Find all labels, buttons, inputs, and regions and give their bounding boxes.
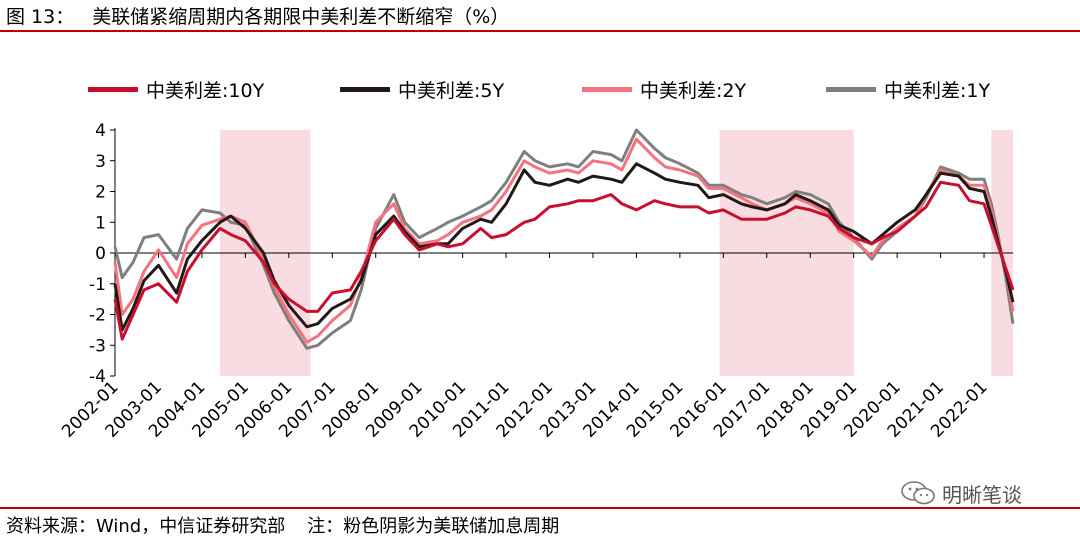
legend-label: 中美利差:1Y [884,79,991,102]
y-axis-ticks: -4 -3 -2 -1 0 1 2 3 4 [89,121,115,387]
figure-title-line: 图 13： 美联储紧缩周期内各期限中美利差不断缩窄（%） [6,2,509,29]
source-text: 资料来源：Wind，中信证券研究部 [6,516,286,537]
y-tick-label: -1 [89,275,106,295]
note-text: 注：粉色阴影为美联储加息周期 [307,516,560,537]
y-tick-label: 0 [95,244,106,264]
legend-item: 中美利差:2Y [582,76,746,102]
legend-item: 中美利差:1Y [826,76,990,102]
legend-swatch [826,86,876,92]
y-tick-label: -4 [89,367,106,387]
legend-label: 中美利差:2Y [640,79,747,102]
legend-label: 中美利差:5Y [398,79,505,102]
y-tick-label: 3 [95,152,106,172]
y-tick-label: -2 [89,306,106,326]
series-lines [113,128,1015,350]
chart-title: 美联储紧缩周期内各期限中美利差不断缩窄（%） [92,6,510,28]
legend-item: 中美利差:10Y [88,76,264,102]
y-tick-label: 4 [95,121,106,141]
series-line-1 [113,180,1015,341]
legend-swatch [88,86,138,92]
legend-swatch [340,86,390,92]
title-divider [0,30,1080,32]
y-tick-label: 1 [95,213,106,233]
watermark: 明晰笔谈 [900,478,1022,508]
legend-label: 中美利差:10Y [146,79,265,102]
wechat-icon [901,481,935,505]
y-tick-label: 2 [95,183,106,203]
source-line: 资料来源：Wind，中信证券研究部 注：粉色阴影为美联储加息周期 [6,512,559,538]
series-line-3 [113,137,1015,344]
figure-number: 图 13： [6,6,75,28]
legend-item: 中美利差:5Y [340,76,504,102]
legend-swatch [582,86,632,92]
series-line-2 [113,162,1015,332]
y-tick-label: -3 [89,336,106,356]
watermark-text: 明晰笔谈 [942,482,1022,507]
source-divider [0,507,1080,509]
chart-legend: 中美利差:10Y 中美利差:5Y 中美利差:2Y 中美利差:1Y [0,76,1080,102]
